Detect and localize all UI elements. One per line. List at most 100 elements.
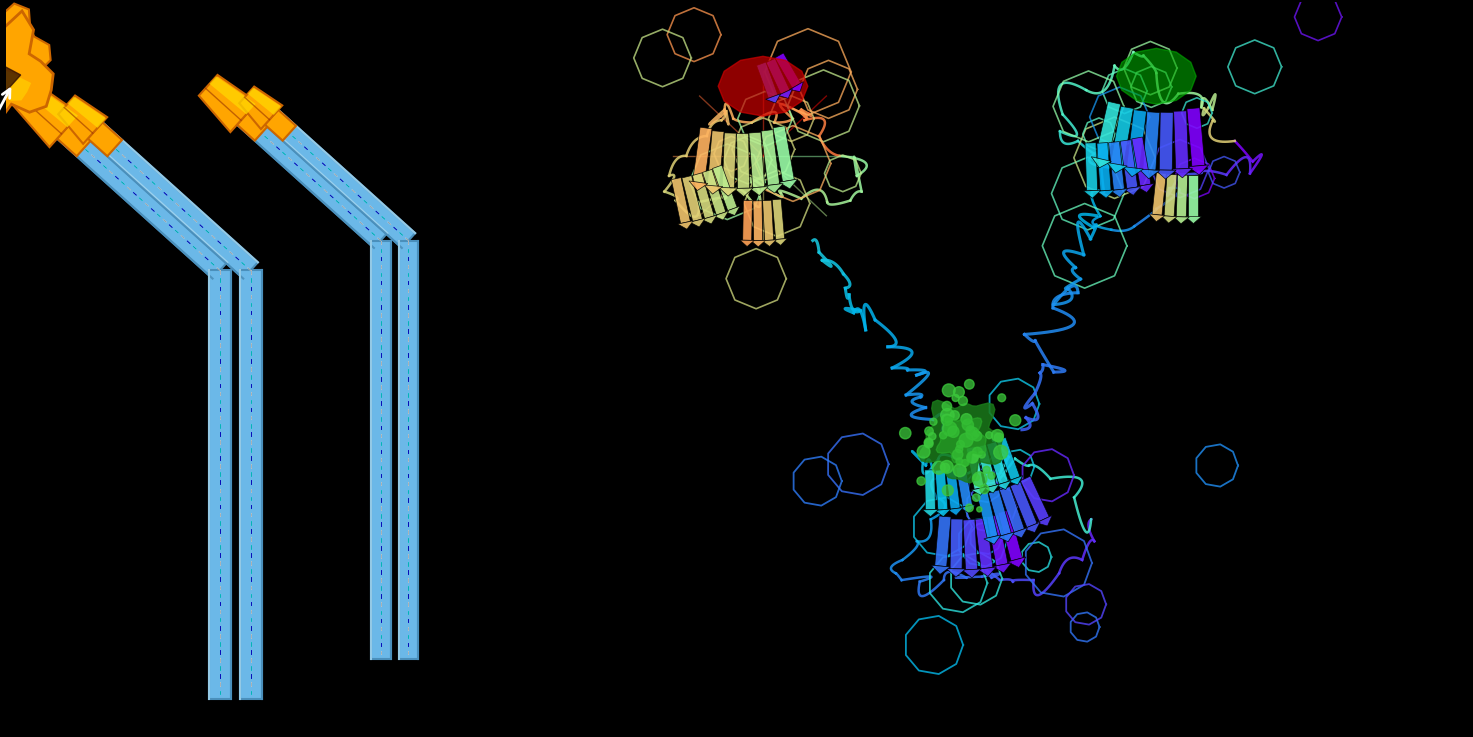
Polygon shape	[763, 200, 773, 240]
Circle shape	[962, 419, 974, 430]
Circle shape	[966, 426, 975, 434]
Polygon shape	[59, 96, 108, 144]
Polygon shape	[996, 437, 1019, 480]
Polygon shape	[750, 186, 769, 195]
Polygon shape	[240, 270, 262, 699]
Circle shape	[947, 426, 959, 437]
Polygon shape	[993, 563, 1012, 573]
Polygon shape	[987, 441, 1009, 484]
Polygon shape	[748, 132, 764, 188]
Circle shape	[956, 441, 965, 448]
Polygon shape	[1139, 169, 1159, 179]
Polygon shape	[672, 178, 691, 223]
Polygon shape	[1008, 557, 1027, 567]
Polygon shape	[1155, 170, 1175, 179]
Polygon shape	[1097, 190, 1115, 198]
Circle shape	[982, 467, 990, 473]
Circle shape	[988, 472, 996, 479]
Circle shape	[968, 453, 978, 463]
Polygon shape	[57, 122, 227, 279]
Circle shape	[943, 485, 953, 496]
Polygon shape	[977, 492, 997, 538]
Circle shape	[994, 445, 1008, 459]
Polygon shape	[1174, 217, 1189, 224]
Polygon shape	[762, 130, 779, 186]
Polygon shape	[947, 569, 966, 577]
Polygon shape	[1143, 112, 1159, 170]
Polygon shape	[960, 505, 975, 513]
Circle shape	[994, 433, 1003, 442]
Polygon shape	[1094, 101, 1121, 161]
Polygon shape	[739, 240, 754, 247]
Polygon shape	[1097, 142, 1111, 191]
Polygon shape	[935, 509, 952, 517]
Circle shape	[950, 411, 959, 420]
Circle shape	[941, 414, 953, 425]
Polygon shape	[1008, 475, 1022, 485]
Circle shape	[974, 430, 980, 436]
Polygon shape	[88, 122, 122, 156]
Polygon shape	[757, 62, 778, 98]
Circle shape	[952, 394, 959, 402]
Polygon shape	[1121, 140, 1137, 189]
Polygon shape	[962, 569, 981, 578]
Polygon shape	[1189, 165, 1209, 175]
Polygon shape	[790, 82, 803, 91]
Polygon shape	[1177, 175, 1187, 217]
Polygon shape	[1024, 523, 1040, 533]
Polygon shape	[25, 84, 78, 128]
Polygon shape	[1010, 528, 1028, 538]
Polygon shape	[689, 181, 709, 191]
Polygon shape	[692, 128, 711, 183]
Polygon shape	[719, 187, 738, 196]
Polygon shape	[1000, 486, 1024, 532]
Polygon shape	[1149, 214, 1165, 222]
Polygon shape	[773, 126, 794, 182]
Polygon shape	[1086, 143, 1097, 191]
Polygon shape	[946, 469, 960, 509]
Polygon shape	[975, 518, 993, 569]
Circle shape	[966, 452, 978, 463]
Polygon shape	[1091, 157, 1112, 168]
Polygon shape	[937, 416, 985, 466]
Polygon shape	[1127, 110, 1146, 169]
Circle shape	[941, 464, 950, 472]
Polygon shape	[766, 58, 790, 94]
Polygon shape	[751, 240, 766, 247]
Polygon shape	[773, 239, 787, 245]
Polygon shape	[209, 270, 231, 699]
Polygon shape	[956, 466, 972, 507]
Circle shape	[925, 439, 932, 448]
Circle shape	[972, 494, 980, 501]
Polygon shape	[1174, 111, 1189, 169]
Circle shape	[965, 380, 974, 389]
Polygon shape	[772, 199, 785, 240]
Polygon shape	[999, 510, 1022, 561]
Polygon shape	[265, 110, 415, 248]
Polygon shape	[1084, 190, 1100, 198]
Polygon shape	[713, 211, 729, 220]
Polygon shape	[1159, 112, 1173, 170]
Polygon shape	[922, 509, 938, 517]
Polygon shape	[931, 565, 950, 574]
Polygon shape	[0, 66, 21, 93]
Polygon shape	[0, 56, 31, 106]
Polygon shape	[935, 469, 947, 510]
Polygon shape	[719, 56, 807, 116]
Polygon shape	[713, 165, 736, 211]
Polygon shape	[1122, 167, 1143, 177]
Polygon shape	[978, 567, 996, 576]
Polygon shape	[963, 520, 978, 570]
Polygon shape	[753, 200, 763, 241]
Circle shape	[972, 447, 982, 457]
Polygon shape	[88, 122, 258, 279]
Circle shape	[960, 413, 972, 425]
Circle shape	[997, 394, 1006, 402]
Circle shape	[962, 459, 969, 467]
Polygon shape	[209, 77, 256, 114]
Polygon shape	[778, 88, 792, 98]
Polygon shape	[779, 179, 798, 189]
Circle shape	[991, 430, 1003, 441]
Circle shape	[940, 461, 953, 473]
Polygon shape	[1106, 162, 1127, 173]
